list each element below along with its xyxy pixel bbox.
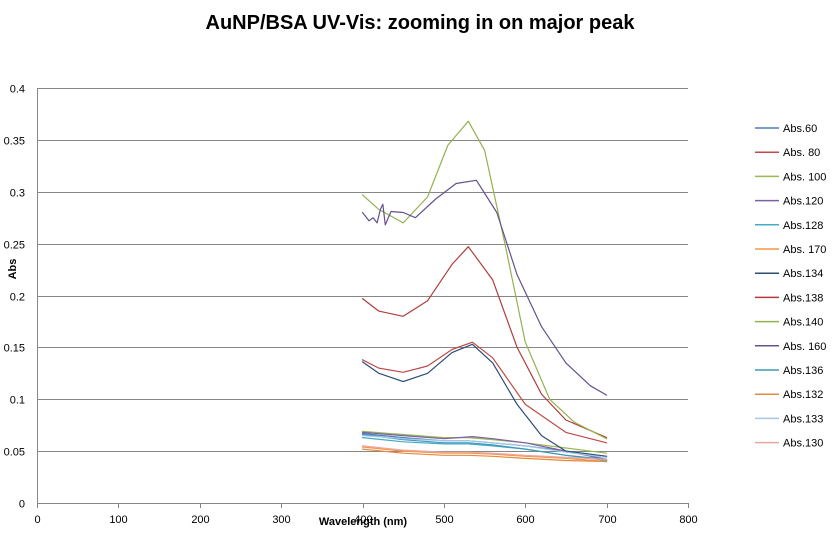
series-line [361, 431, 608, 460]
legend-label: Abs.120 [783, 196, 823, 208]
y-tick-label: 0.25 [4, 240, 25, 252]
y-tick-label: 0.35 [4, 136, 25, 148]
axes: 0 0.05 0.1 0.15 0.2 0.25 0.3 0.35 0.4 0 100 200 300 4… [4, 84, 698, 527]
series-line [361, 435, 608, 458]
legend-label: Abs. 100 [783, 171, 826, 183]
legend-label: Abs.140 [783, 317, 823, 329]
y-tick-label: 0.2 [10, 292, 25, 304]
gridlines [37, 88, 688, 452]
legend-label: Abs. 170 [783, 244, 826, 256]
y-tick-label: 0.4 [10, 84, 25, 96]
y-tick-label: 0.05 [4, 447, 25, 459]
legend-label: Abs.128 [783, 220, 823, 232]
series-line [361, 246, 608, 439]
legend-label: Abs.133 [783, 413, 823, 425]
chart-title: AuNP/BSA UV-Vis: zooming in on major pea… [206, 12, 636, 34]
series-lines [361, 120, 608, 463]
legend: Abs.60 Abs. 80 Abs. 100 Abs.120 Abs.128 Abs. … [755, 123, 826, 450]
x-tick-label: 500 [435, 514, 453, 526]
legend-label: Abs.134 [783, 268, 823, 280]
x-tick-label: 400 [354, 514, 372, 526]
series-line [361, 446, 608, 463]
legend-label: Abs.138 [783, 292, 823, 304]
x-axis-title: Wavelength (nm) [319, 516, 408, 528]
y-tick-label: 0 [19, 499, 25, 511]
series-line [361, 179, 608, 396]
y-tick-label: 0.3 [10, 188, 25, 200]
legend-label: Abs.136 [783, 365, 823, 377]
series-line [361, 433, 608, 460]
legend-label: Abs.130 [783, 438, 823, 450]
x-tick-label: 0 [34, 514, 40, 526]
legend-label: Abs.60 [783, 123, 817, 135]
y-tick-label: 0.15 [4, 343, 25, 355]
legend-label: Abs. 160 [783, 341, 826, 353]
series-line [361, 341, 608, 444]
legend-label: Abs. 80 [783, 147, 820, 159]
series-line [361, 343, 608, 457]
y-axis-title: Abs [7, 259, 19, 280]
x-tick-label: 800 [679, 514, 697, 526]
x-tick-label: 200 [191, 514, 209, 526]
legend-label: Abs.132 [783, 389, 823, 401]
series-line [361, 448, 608, 463]
series-line [361, 120, 608, 440]
x-tick-label: 100 [109, 514, 127, 526]
y-tick-label: 0.1 [10, 395, 25, 407]
x-tick-label: 600 [516, 514, 534, 526]
x-tick-label: 300 [272, 514, 290, 526]
series-line [361, 445, 608, 460]
x-tick-label: 700 [598, 514, 616, 526]
